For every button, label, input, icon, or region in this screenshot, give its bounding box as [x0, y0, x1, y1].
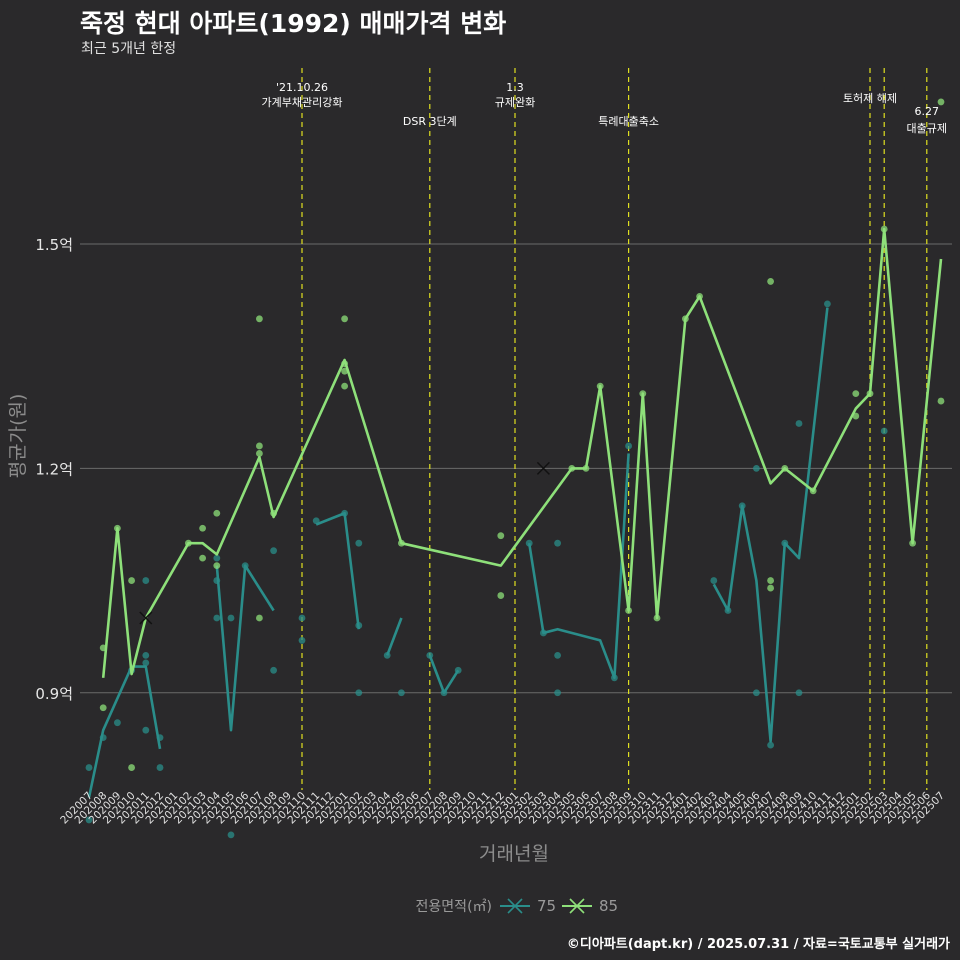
data-point [213, 509, 221, 517]
data-point [554, 651, 561, 659]
series-85 [99, 98, 945, 771]
data-point [341, 315, 348, 323]
chart-subtitle: 최근 5개년 한정 [81, 41, 177, 57]
data-point [199, 524, 207, 532]
gridlines [80, 243, 952, 694]
data-point [142, 726, 150, 734]
chart-title: 죽정 현대 아파트(1992) 매매가격 변화 [80, 9, 507, 38]
event-annotation: 규제완화 [495, 96, 535, 109]
data-point [824, 300, 831, 308]
data-point [795, 689, 803, 697]
data-point [142, 659, 150, 667]
series-line [315, 511, 361, 630]
data-point [767, 584, 774, 592]
data-point [795, 420, 803, 427]
series-layer [85, 98, 945, 839]
data-point [710, 577, 718, 584]
data-point [937, 98, 945, 106]
legend-label-75: 75 [537, 897, 556, 915]
y-axis-ticks: 0.9억 1.2억 1.5억 [35, 236, 73, 703]
event-annotation: DSR 3단계 [403, 115, 457, 128]
data-point [199, 554, 207, 562]
data-point [341, 382, 348, 390]
series-line [712, 307, 829, 743]
series-line [428, 654, 460, 695]
data-point [256, 450, 263, 457]
data-point [142, 577, 150, 584]
legend: 전용면적(㎡) 75 85 [416, 897, 619, 915]
series-line [215, 564, 275, 732]
data-point [256, 315, 263, 323]
data-point [227, 614, 235, 622]
event-annotation: 6.27 [915, 105, 940, 118]
data-point [497, 592, 505, 599]
event-annotation: 대출규제 [907, 122, 947, 135]
data-point [497, 532, 505, 540]
data-point [298, 614, 306, 622]
data-point [128, 577, 136, 584]
data-point [355, 539, 363, 547]
data-point [213, 562, 221, 570]
legend-label-85: 85 [599, 897, 618, 915]
data-point [554, 689, 561, 697]
data-point [156, 764, 164, 771]
data-point [99, 704, 107, 712]
data-point [85, 816, 93, 824]
data-point [355, 689, 363, 697]
event-annotation: 가계부채관리강화 [262, 96, 343, 109]
event-annotation: 토허제 해제 [843, 91, 897, 105]
data-point [298, 637, 306, 644]
data-point [213, 614, 221, 622]
data-point [256, 442, 263, 450]
data-point [213, 554, 221, 562]
series-line [527, 453, 630, 680]
source-caption: ©디아파트(dapt.kr) / 2025.07.31 / 자료=국토교통부 실… [566, 937, 950, 952]
data-point [937, 397, 945, 405]
event-annotation: 특례대출축소 [598, 115, 659, 128]
data-point [525, 539, 533, 547]
data-point [114, 719, 121, 727]
data-point [753, 464, 760, 472]
data-point [554, 539, 561, 547]
legend-title: 전용면적(㎡) [416, 899, 492, 915]
data-point [270, 547, 277, 555]
data-point [767, 278, 774, 285]
event-annotation: '21.10.26 [276, 81, 328, 94]
data-point [880, 427, 888, 435]
data-point [398, 689, 405, 697]
y-tick-label: 1.2억 [35, 460, 73, 478]
data-point [625, 442, 632, 450]
data-point [256, 614, 263, 622]
x-axis-title: 거래년월 [479, 843, 549, 865]
data-point [85, 764, 93, 771]
y-tick-label: 0.9억 [35, 685, 73, 703]
data-point [128, 764, 136, 771]
data-point [270, 666, 277, 674]
cross-marker [536, 461, 550, 475]
series-75 [85, 300, 888, 839]
x-axis-ticks: 2020072020082020092020102020112020122021… [58, 789, 947, 826]
legend-key-75 [500, 898, 530, 914]
data-point [227, 831, 235, 839]
y-axis-title: 평균가(원) [7, 394, 29, 479]
series-line [385, 617, 403, 656]
data-point [767, 741, 774, 749]
series-line [101, 227, 943, 678]
data-point [142, 651, 150, 659]
data-point [753, 689, 760, 697]
data-point [852, 390, 860, 398]
data-point [767, 577, 774, 584]
cross-marker [139, 611, 153, 625]
legend-key-85 [562, 898, 592, 914]
y-tick-label: 1.5억 [35, 236, 73, 254]
event-annotation: 1.3 [506, 81, 524, 94]
series-line [87, 665, 162, 798]
